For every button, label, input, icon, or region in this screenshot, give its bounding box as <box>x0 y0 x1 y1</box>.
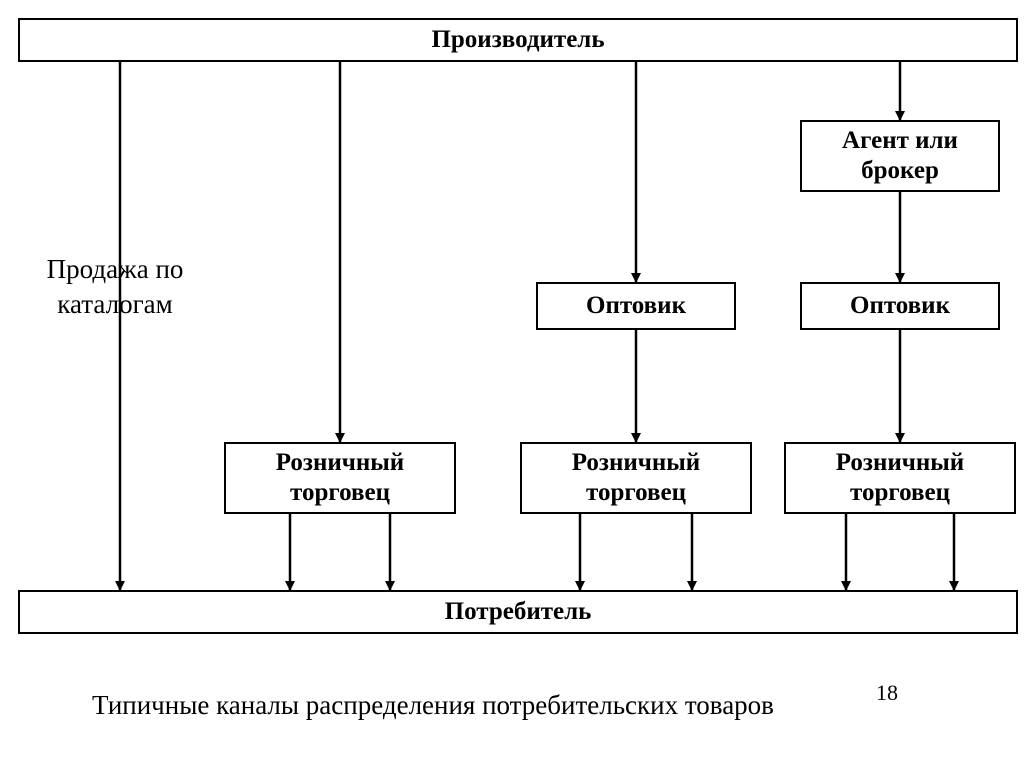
node-consumer: Потребитель <box>18 590 1018 634</box>
node-wholesaler-3: Оптовик <box>536 282 736 330</box>
node-label: Розничный торговец <box>528 448 744 508</box>
node-producer: Производитель <box>18 18 1018 62</box>
node-retailer-2: Розничный торговец <box>224 442 456 514</box>
node-retailer-3: Розничный торговец <box>520 442 752 514</box>
label-line2: каталогам <box>57 289 172 319</box>
node-label: Розничный торговец <box>792 448 1008 508</box>
node-label: Потребитель <box>445 597 592 627</box>
node-label: Оптовик <box>850 291 950 321</box>
page-number-text: 18 <box>876 680 898 705</box>
label-line1: Продажа по <box>47 254 184 284</box>
node-retailer-4: Розничный торговец <box>784 442 1016 514</box>
arrows-layer <box>0 0 1024 767</box>
node-label: Агент или брокер <box>808 126 992 186</box>
node-label: Розничный торговец <box>232 448 448 508</box>
label-catalog-sales: Продажа по каталогам <box>20 252 210 322</box>
node-wholesaler-4: Оптовик <box>800 282 1000 330</box>
node-agent: Агент или брокер <box>800 120 1000 192</box>
page-number: 18 <box>876 680 898 706</box>
node-label: Производитель <box>431 25 604 55</box>
figure-caption: Типичные каналы распределения потребител… <box>92 690 774 721</box>
node-label: Оптовик <box>586 291 686 321</box>
caption-text: Типичные каналы распределения потребител… <box>92 690 774 720</box>
